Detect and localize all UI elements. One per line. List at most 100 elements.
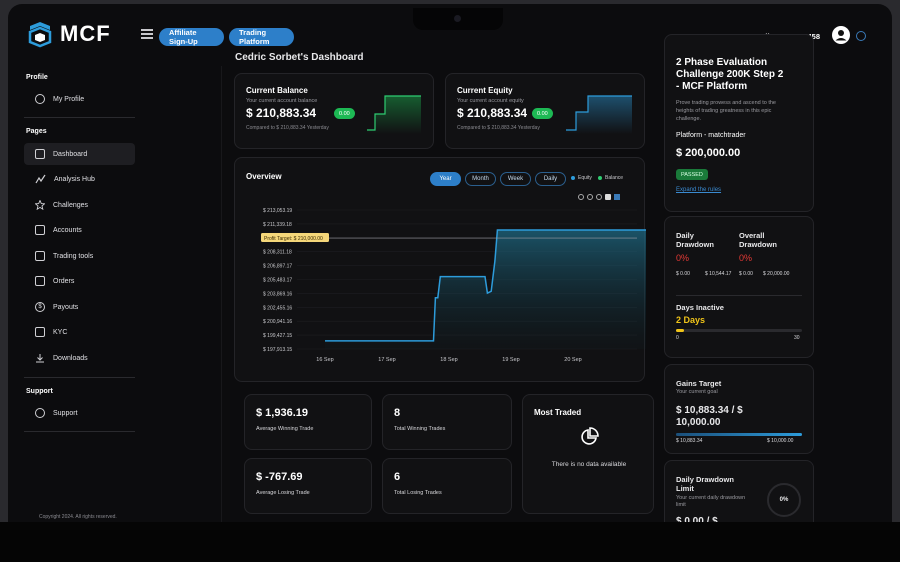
- overview-chart[interactable]: $ 213,053.19$ 211,339.18$ 209,625.16$ 20…: [235, 202, 646, 372]
- stat-card-total-losing: 6 Total Losing Trades: [382, 458, 512, 514]
- sidebar-item-support[interactable]: Support: [24, 402, 135, 424]
- y-tick-label: $ 211,339.18: [263, 222, 292, 228]
- pan-icon[interactable]: [605, 194, 611, 200]
- description-line: challenge.: [676, 116, 702, 122]
- change-badge: 0.00: [532, 108, 553, 119]
- balance-value: $ 210,883.34: [246, 106, 317, 120]
- tab-daily[interactable]: Daily: [535, 172, 566, 186]
- overall-drawdown-pct: 0%: [739, 253, 753, 263]
- tab-week[interactable]: Week: [500, 172, 531, 186]
- sidebar-item-accounts[interactable]: Accounts: [24, 219, 135, 241]
- challenge-title-line: 2 Phase Evaluation: [676, 57, 768, 68]
- sidebar-item-my-profile[interactable]: My Profile: [24, 88, 135, 110]
- sidebar-item-label: My Profile: [53, 95, 85, 103]
- gauge-label: 0%: [779, 497, 789, 503]
- divider: [24, 377, 135, 378]
- x-tick-label: 17 Sep: [378, 357, 395, 363]
- stat-value: 6: [394, 471, 401, 483]
- y-tick-label: $ 197,913.15: [263, 347, 292, 353]
- zoom-out-icon[interactable]: [587, 194, 593, 200]
- avatar[interactable]: [832, 26, 850, 44]
- legend-swatch: [598, 176, 602, 180]
- sidebar-item-dashboard[interactable]: Dashboard: [24, 143, 135, 165]
- gains-progress-fill: [676, 433, 802, 436]
- sidebar-item-label: Dashboard: [53, 150, 88, 158]
- challenge-amount: $ 200,000.00: [676, 147, 741, 159]
- subtitle-line: limit: [676, 502, 686, 508]
- drawdown-card: Daily Drawdown 0% $ 0.00 $ 10,544.17 Ove…: [664, 216, 814, 358]
- subtitle-line: Your current daily drawdown: [676, 495, 746, 501]
- trading-platform-button[interactable]: Trading Platform: [229, 28, 294, 46]
- sidebar-item-orders[interactable]: Orders: [24, 270, 135, 292]
- description-line: heights of trading greatness in this epi…: [676, 108, 772, 114]
- x-tick-label: 20 Sep: [564, 357, 581, 363]
- hamburger-menu-icon[interactable]: [141, 29, 153, 39]
- logo-icon: [28, 22, 52, 48]
- camera-icon: [454, 15, 461, 22]
- sidebar-section-pages: Pages: [26, 128, 47, 135]
- sidebar-item-kyc[interactable]: KYC: [24, 321, 135, 343]
- gains-value: $ 10,883.34 / $ 10,000.00: [676, 405, 743, 429]
- sidebar-item-label: KYC: [53, 328, 68, 336]
- legend-label: Equity: [578, 175, 592, 181]
- stat-value: $ 1,936.19: [256, 407, 308, 419]
- affiliate-signup-button[interactable]: Affiliate Sign-Up: [159, 28, 224, 46]
- divider: [676, 295, 802, 296]
- camera-notch: [413, 8, 503, 30]
- sidebar-section-support: Support: [26, 388, 53, 395]
- download-icon: [36, 354, 44, 363]
- divider: [24, 117, 135, 118]
- challenge-title-line: - MCF Platform: [676, 81, 748, 92]
- card-title: Gains Target: [676, 379, 722, 388]
- gains-target: $ 10,000.00: [767, 438, 794, 444]
- overall-drawdown-title: Overall Drawdown: [739, 231, 777, 249]
- sidebar-item-downloads[interactable]: Downloads: [24, 347, 135, 369]
- gear-icon[interactable]: [856, 31, 866, 41]
- chart-toolbar: [578, 194, 620, 200]
- y-tick-label: $ 200,941.16: [263, 319, 292, 325]
- y-tick-label: $ 205,483.17: [263, 278, 292, 284]
- y-tick-label: $ 202,455.16: [263, 305, 292, 311]
- tab-month[interactable]: Month: [465, 172, 496, 186]
- legend-swatch: [571, 176, 575, 180]
- sidebar-item-payouts[interactable]: $ Payouts: [24, 296, 135, 318]
- sidebar-item-challenges[interactable]: Challenges: [24, 194, 135, 216]
- legend-label: Balance: [605, 175, 624, 181]
- value-line: 10,000.00: [676, 417, 721, 428]
- change-badge: 0.00: [334, 108, 355, 119]
- inactive-min: 0: [676, 335, 679, 341]
- profit-target-label: Profit Target: $ 210,000.00: [264, 236, 323, 242]
- status-badge: PASSED: [676, 169, 708, 180]
- sidebar-item-label: Payouts: [53, 303, 79, 311]
- sidebar-item-analysis-hub[interactable]: Analysis Hub: [24, 168, 135, 190]
- pie-chart-icon: [581, 427, 599, 445]
- stat-label: Average Winning Trade: [256, 426, 314, 432]
- expand-rules-link[interactable]: Expand the rules: [676, 187, 722, 193]
- daily-max: $ 10,544.17: [705, 271, 732, 277]
- equity-line: [325, 229, 646, 342]
- card-title: Current Equity: [457, 86, 513, 95]
- card-subtitle: Your current account equity: [457, 98, 524, 104]
- zoom-in-icon[interactable]: [578, 194, 584, 200]
- stat-card-avg-losing: $ -767.69 Average Losing Trade: [244, 458, 372, 514]
- x-tick-label: 16 Sep: [316, 357, 333, 363]
- current-equity-card: Current Equity Your current account equi…: [445, 73, 645, 149]
- home-icon[interactable]: [614, 194, 620, 200]
- legend-balance: Balance: [598, 175, 623, 181]
- days-inactive-title: Days Inactive: [676, 303, 724, 312]
- card-title: Daily Drawdown Limit: [676, 475, 734, 493]
- sidebar-item-label: Trading tools: [53, 252, 94, 260]
- card-title: Current Balance: [246, 86, 308, 95]
- title-line: Drawdown: [676, 240, 714, 249]
- sidebar: Profile My Profile Pages Dashboard Analy…: [8, 66, 158, 536]
- sidebar-item-trading-tools[interactable]: Trading tools: [24, 245, 135, 267]
- search-icon[interactable]: [596, 194, 602, 200]
- y-tick-label: $ 203,869.16: [263, 291, 292, 297]
- tab-year[interactable]: Year: [430, 172, 461, 186]
- current-balance-card: Current Balance Your current account bal…: [234, 73, 434, 149]
- gains-progress-track: [676, 433, 802, 436]
- overall-min: $ 0.00: [739, 271, 753, 277]
- card-title: Overview: [246, 172, 282, 181]
- daily-drawdown-title: Daily Drawdown: [676, 231, 714, 249]
- brand-logo[interactable]: MCF: [26, 20, 111, 48]
